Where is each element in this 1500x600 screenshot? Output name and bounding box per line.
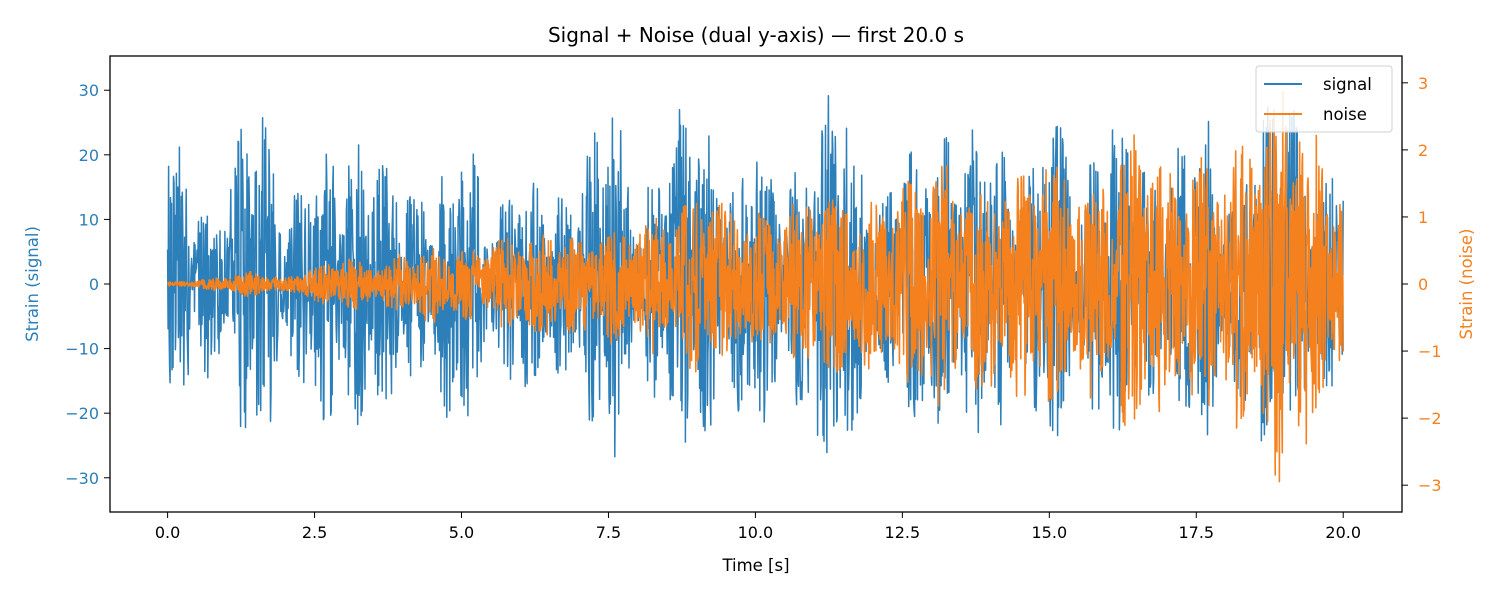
left-y-axis: 30 20 10 0 −10 −20 −30 [65,81,110,488]
legend: signal noise [1255,65,1393,133]
left-y-tick-label: 0 [89,275,99,294]
left-y-tick-label: 10 [79,210,99,229]
left-y-tick-label: −20 [65,404,99,423]
legend-noise-label: noise [1323,105,1367,124]
left-y-axis-label: Strain (signal) [23,226,42,342]
right-y-axis-label: Strain (noise) [1457,229,1476,340]
right-y-tick-label: −3 [1418,476,1442,495]
right-y-tick-label: −1 [1418,342,1442,361]
legend-signal-label: signal [1323,75,1372,94]
series-noise-line [167,91,1344,483]
right-y-tick-label: 3 [1418,74,1428,93]
left-y-tick-label: −10 [65,340,99,359]
right-y-tick-label: 2 [1418,141,1428,160]
legend-box [1255,65,1393,133]
left-y-tick-label: −30 [65,469,99,488]
right-y-tick-label: 0 [1418,275,1428,294]
x-tick-label: 7.5 [596,523,621,542]
series-layer [166,91,1344,483]
left-y-tick-label: 20 [79,146,99,165]
x-tick-label: 10.0 [738,523,774,542]
x-tick-label: 5.0 [449,523,474,542]
chart-title: Signal + Noise (dual y-axis) — first 20.… [548,23,964,47]
x-tick-label: 17.5 [1178,523,1214,542]
x-axis-label: Time [s] [721,556,789,575]
right-y-axis: 3 2 1 0 −1 −2 −3 [1402,74,1442,495]
x-axis: 0.0 2.5 5.0 7.5 10.0 12.5 15.0 17.5 20.0 [155,512,1361,542]
right-y-tick-label: −2 [1418,409,1442,428]
right-y-tick-label: 1 [1418,208,1428,227]
x-tick-label: 12.5 [885,523,921,542]
x-tick-label: 20.0 [1325,523,1361,542]
left-y-tick-label: 30 [79,81,99,100]
x-tick-label: 0.0 [155,523,180,542]
x-tick-label: 15.0 [1032,523,1068,542]
x-tick-label: 2.5 [302,523,327,542]
series-signal-line [166,94,1344,458]
